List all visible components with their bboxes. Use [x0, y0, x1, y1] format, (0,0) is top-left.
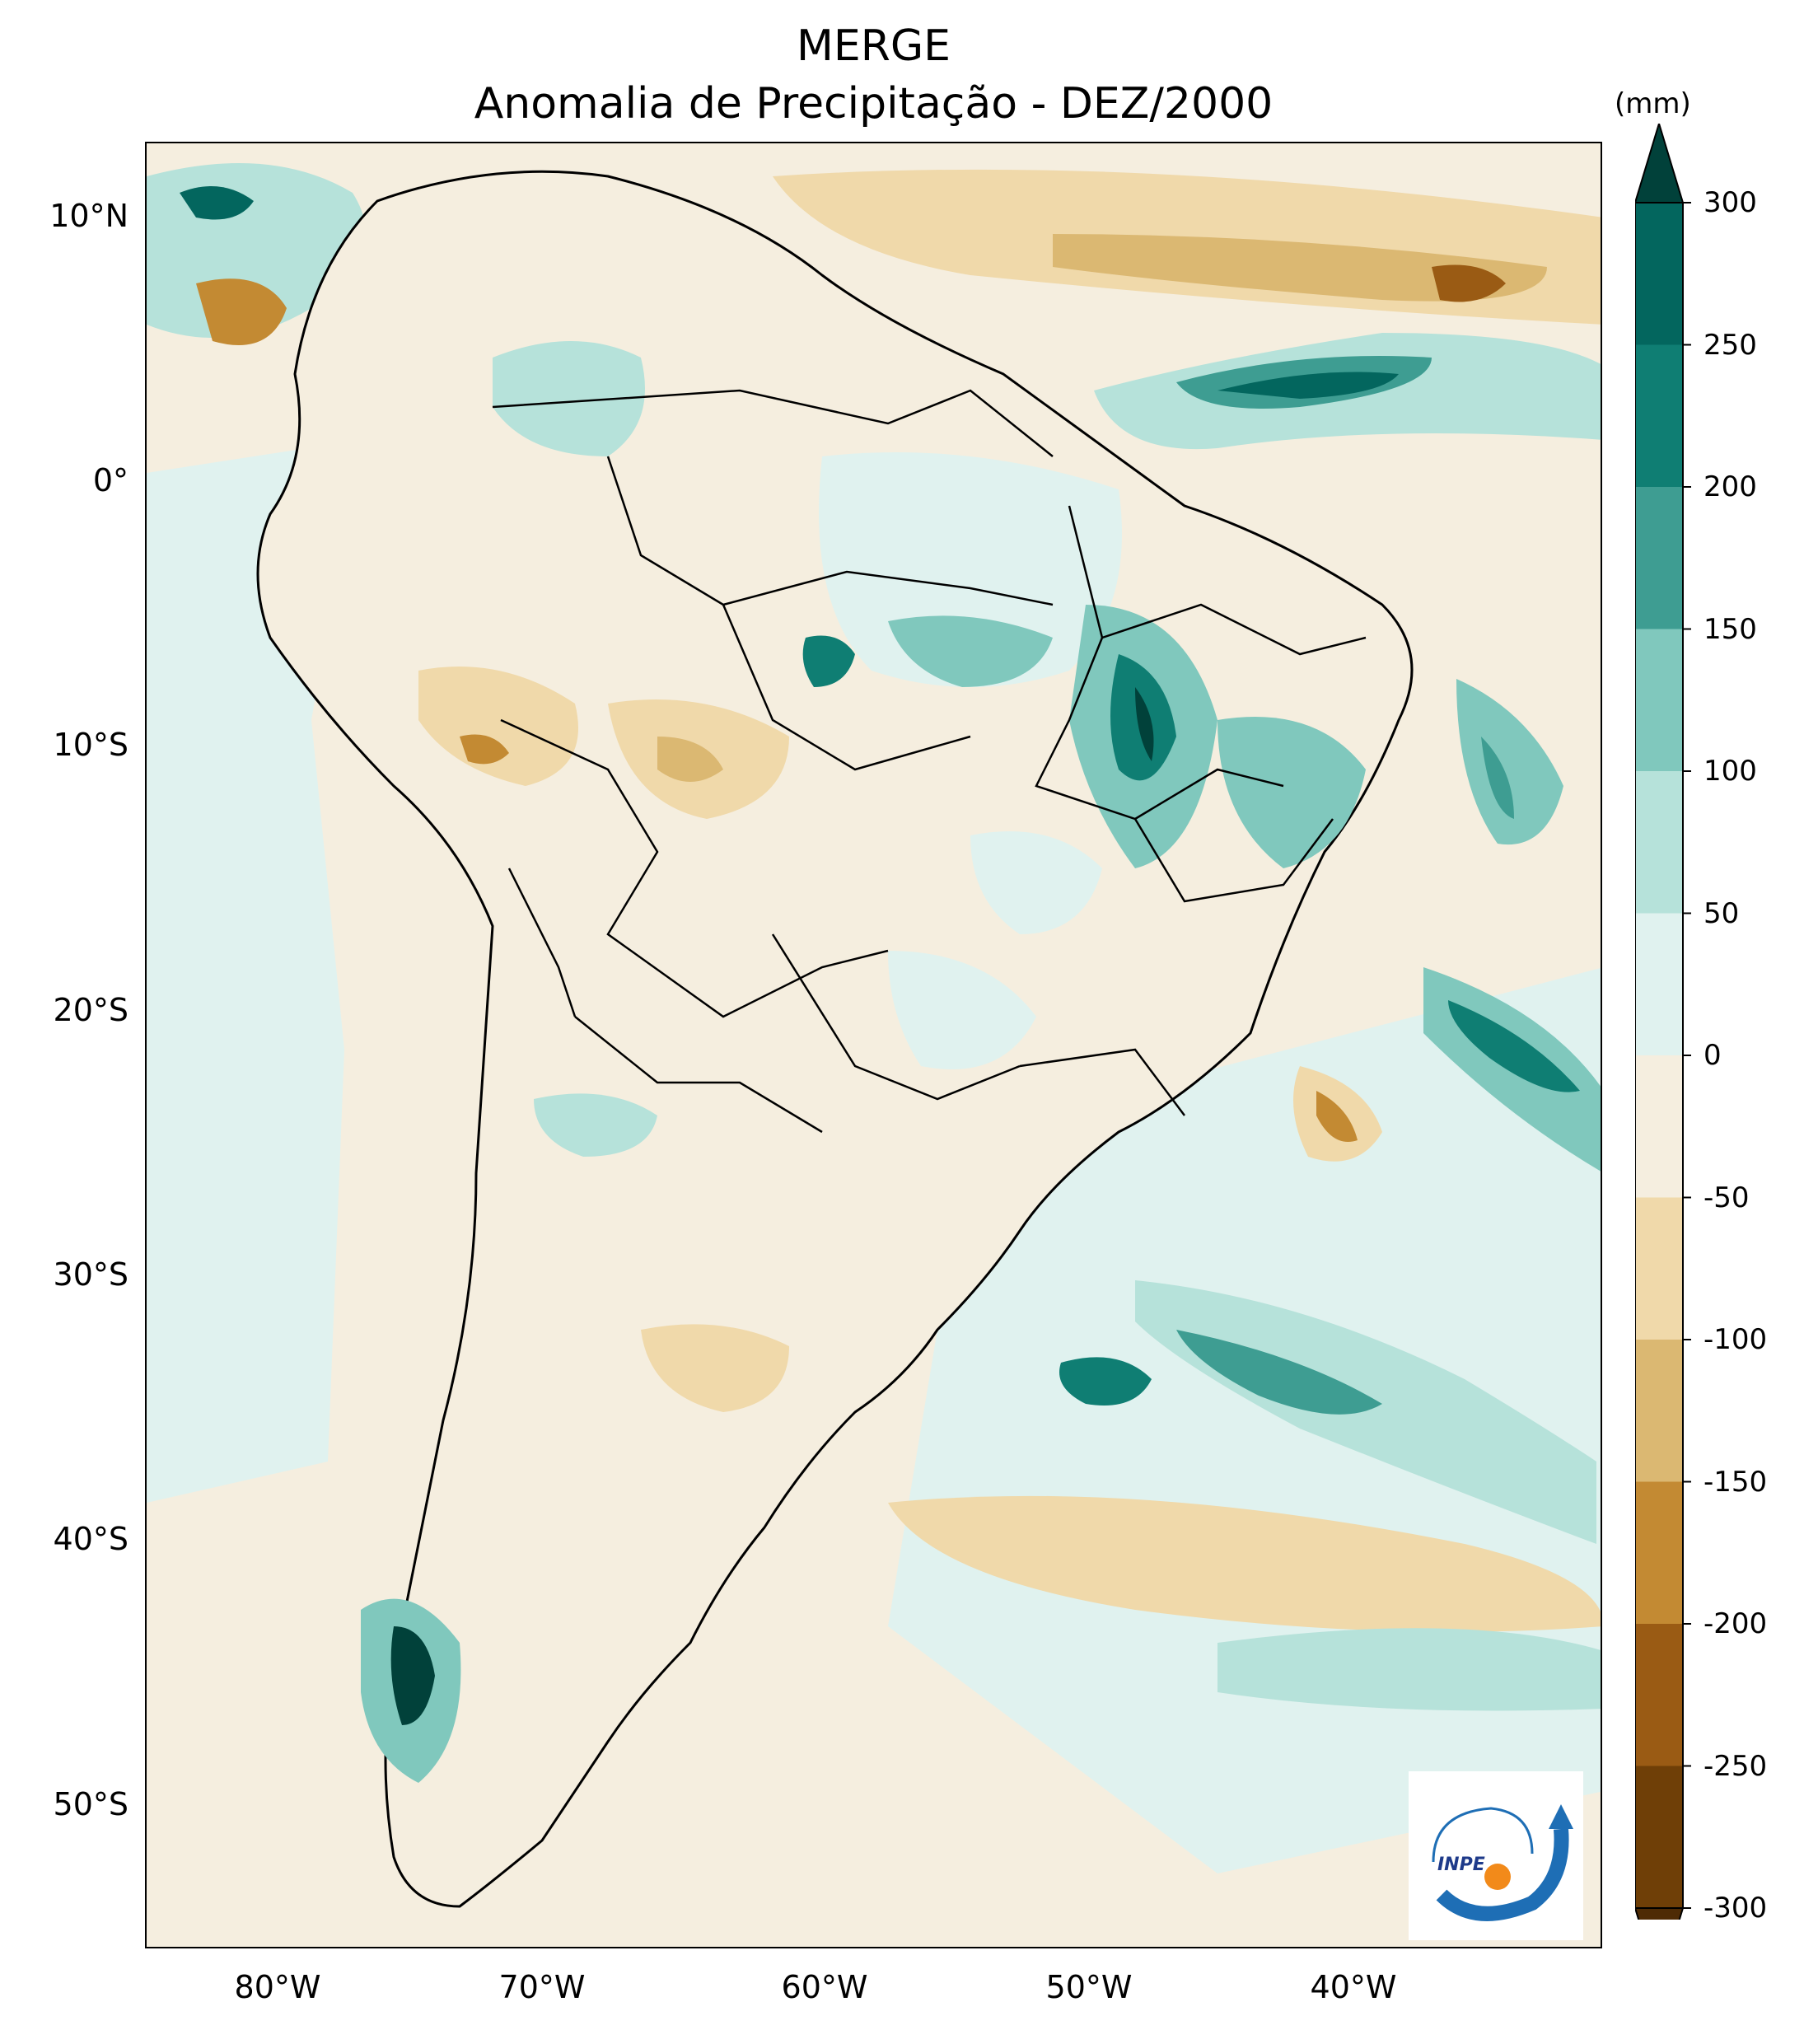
colorbar-tick-label: -150: [1704, 1465, 1768, 1499]
lat-label-30s: 30°S: [53, 1256, 129, 1293]
lon-label-50w: 50°W: [1045, 1969, 1133, 2005]
map-title: MERGE: [796, 21, 951, 71]
colorbar-segment: [1635, 1197, 1683, 1340]
colorbar-segment: [1635, 1624, 1683, 1766]
lat-label-10s: 10°S: [53, 727, 129, 763]
colorbar-tick-label: -250: [1704, 1749, 1768, 1783]
colorbar-tick-label: 100: [1704, 755, 1757, 788]
map-plot-area: [145, 142, 1602, 1948]
colorbar-segment: [1635, 913, 1683, 1055]
colorbar-tick-label: 50: [1704, 896, 1740, 930]
colorbar-segment: [1635, 344, 1683, 487]
colorbar-segment: [1635, 1055, 1683, 1198]
lat-label-10n: 10°N: [49, 198, 129, 234]
colorbar-segment: [1635, 771, 1683, 914]
state-borders: [1019, 505, 1367, 1116]
lat-label-50s: 50°S: [53, 1786, 129, 1822]
lat-label-40s: 40°S: [53, 1521, 129, 1557]
colorbar-tick-label: 250: [1704, 328, 1757, 362]
colorbar-extend-min: [1635, 1907, 1685, 1920]
lat-label-0: 0°: [92, 462, 129, 498]
colorbar-tick-label: 150: [1704, 612, 1757, 646]
lon-label-80w: 80°W: [234, 1969, 321, 2005]
colorbar-segment: [1635, 1481, 1683, 1624]
colorbar-tick-label: -200: [1704, 1607, 1768, 1640]
colorbar-segment: [1635, 1340, 1683, 1482]
colorbar: [1635, 124, 1691, 1920]
country-borders: [492, 389, 1054, 1134]
inpe-logo-text: INPE: [1437, 1855, 1485, 1875]
south-america-outline: [256, 170, 1414, 1908]
inpe-logo: INPE: [1409, 1771, 1583, 1940]
colorbar-segment: [1635, 487, 1683, 629]
colorbar-tick-label: 0: [1704, 1039, 1722, 1072]
anomaly-field: [147, 143, 1601, 1947]
lat-label-20s: 20°S: [53, 992, 129, 1028]
colorbar-tick-label: 200: [1704, 470, 1757, 503]
colorbar-tick-label: -50: [1704, 1181, 1750, 1214]
colorbar-tick-label: -100: [1704, 1323, 1768, 1356]
colorbar-segment: [1635, 1766, 1683, 1908]
arrow-icon: [1549, 1804, 1573, 1829]
ocean-band-southeast: [1135, 1280, 1596, 1544]
ocean-positive-west: [147, 440, 361, 1503]
lon-label-70w: 70°W: [498, 1969, 586, 2005]
lon-label-40w: 40°W: [1310, 1969, 1397, 2005]
colorbar-segment: [1635, 629, 1683, 771]
sun-icon: [1484, 1864, 1511, 1890]
colorbar-tick-label: -300: [1704, 1892, 1768, 1925]
colorbar-segment: [1635, 203, 1683, 345]
map-subtitle: Anomalia de Precipitação - DEZ/2000: [474, 79, 1274, 129]
colorbar-tick-label: 300: [1704, 186, 1757, 219]
lon-label-60w: 60°W: [781, 1969, 868, 2005]
colorbar-extend-max: [1635, 124, 1685, 203]
colorbar-unit: (mm): [1615, 87, 1691, 120]
